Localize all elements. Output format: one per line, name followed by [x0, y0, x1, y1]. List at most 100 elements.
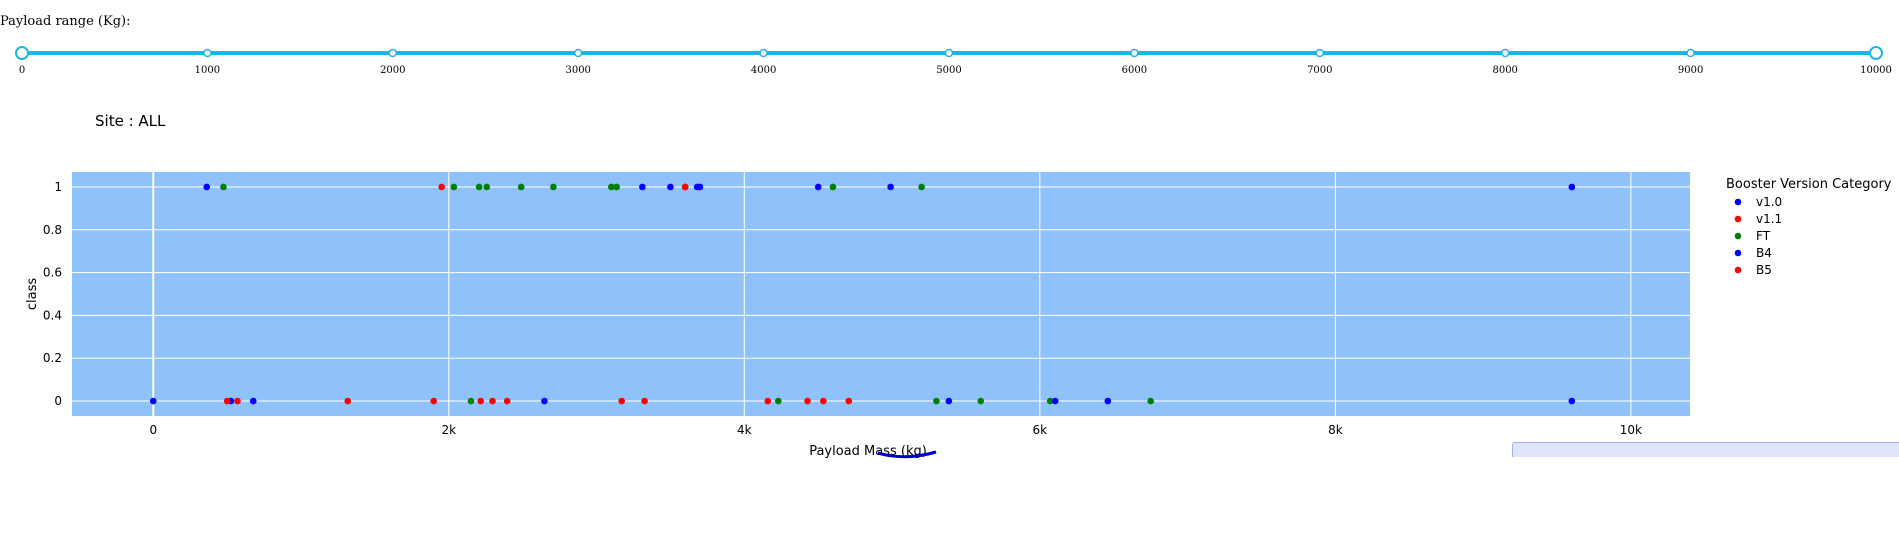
- x-tick-label: 6k: [1033, 423, 1048, 437]
- legend-item[interactable]: v1.1: [1734, 212, 1782, 226]
- data-point[interactable]: [541, 397, 548, 405]
- data-point[interactable]: [344, 397, 352, 405]
- slider-handle-max[interactable]: [1869, 46, 1883, 60]
- legend-label: v1.0: [1756, 195, 1782, 209]
- legend-label: B4: [1756, 246, 1772, 260]
- y-tick-label: 0.6: [43, 266, 62, 280]
- data-point[interactable]: [1147, 397, 1154, 405]
- y-tick-label: 0.2: [43, 351, 62, 365]
- data-point[interactable]: [667, 183, 674, 191]
- data-point[interactable]: [517, 183, 525, 191]
- slider-mark-dot[interactable]: [1130, 48, 1139, 58]
- data-point[interactable]: [608, 183, 615, 191]
- data-point[interactable]: [681, 183, 689, 191]
- data-point[interactable]: [489, 397, 496, 405]
- data-point[interactable]: [933, 397, 940, 405]
- series-v1-1: [223, 397, 853, 405]
- data-point[interactable]: [475, 183, 483, 191]
- x-tick-label: 0: [149, 423, 157, 437]
- data-point[interactable]: [1051, 397, 1059, 405]
- data-point[interactable]: [918, 183, 925, 191]
- legend-label: FT: [1756, 229, 1771, 243]
- plot-area: [72, 172, 1690, 416]
- data-point[interactable]: [1104, 397, 1112, 405]
- legend-marker: [1734, 232, 1742, 240]
- x-tick-label: 8k: [1328, 423, 1343, 437]
- data-point[interactable]: [234, 397, 241, 405]
- slider-mark-dot[interactable]: [944, 48, 954, 58]
- data-point[interactable]: [887, 183, 894, 191]
- data-point[interactable]: [804, 397, 811, 405]
- legend-item[interactable]: FT: [1734, 229, 1771, 243]
- slider-mark-dot[interactable]: [1315, 48, 1325, 58]
- data-point[interactable]: [696, 183, 704, 191]
- legend-item[interactable]: B4: [1734, 246, 1772, 260]
- data-point[interactable]: [220, 183, 227, 191]
- legend-marker: [1734, 266, 1742, 274]
- y-tick-label: 0.8: [43, 223, 62, 237]
- legend-marker: [1734, 215, 1742, 223]
- data-point[interactable]: [503, 397, 511, 405]
- data-point[interactable]: [814, 183, 822, 191]
- site-label: Site : ALL: [95, 112, 166, 130]
- slider-mark-label: 8000: [1492, 65, 1517, 76]
- data-point[interactable]: [977, 397, 985, 405]
- data-point[interactable]: [845, 397, 853, 405]
- slider-handle-min[interactable]: [15, 46, 29, 60]
- slider-mark-dot[interactable]: [388, 48, 398, 58]
- slider-mark-dot[interactable]: [1686, 48, 1695, 58]
- data-point[interactable]: [639, 183, 646, 191]
- legend-label: B5: [1756, 263, 1772, 277]
- x-tick-label: 2k: [441, 423, 456, 437]
- x-tick-label: 4k: [737, 423, 752, 437]
- series-b5: [438, 183, 689, 191]
- axis-title-underline: [877, 450, 937, 459]
- slider-mark-label: 6000: [1122, 65, 1147, 76]
- slider-mark-label: 2000: [380, 65, 405, 76]
- data-point[interactable]: [613, 183, 620, 191]
- y-tick-label: 0.4: [43, 308, 62, 322]
- x-tick-label: 10k: [1620, 423, 1642, 437]
- data-point[interactable]: [1568, 183, 1576, 191]
- data-point[interactable]: [829, 183, 837, 191]
- slider-mark-label: 1000: [195, 65, 220, 76]
- slider-mark-label: 3000: [565, 65, 590, 76]
- data-point[interactable]: [477, 397, 485, 405]
- data-point[interactable]: [945, 397, 953, 405]
- data-point[interactable]: [483, 183, 491, 191]
- payload-range-slider[interactable]: 0 1000 2000 3000 4000 5000 6000 7000 8000 9000 100…: [0, 38, 1899, 88]
- y-axis-title: class: [25, 278, 40, 310]
- slider-mark-dot[interactable]: [759, 48, 768, 58]
- data-point[interactable]: [618, 397, 625, 405]
- data-point[interactable]: [1046, 397, 1054, 405]
- data-point[interactable]: [223, 397, 231, 405]
- legend-item[interactable]: v1.0: [1734, 195, 1782, 209]
- y-tick-label: 0: [54, 394, 62, 408]
- data-point[interactable]: [764, 397, 772, 405]
- data-point[interactable]: [820, 397, 827, 405]
- data-point[interactable]: [467, 397, 475, 405]
- dropdown-box[interactable]: [1512, 442, 1899, 457]
- data-point[interactable]: [450, 183, 458, 191]
- data-point[interactable]: [775, 397, 782, 405]
- slider-mark-label: 7000: [1307, 65, 1332, 76]
- data-point[interactable]: [438, 183, 446, 191]
- y-tick-label: 1: [54, 180, 62, 194]
- data-point[interactable]: [250, 397, 257, 405]
- data-point[interactable]: [550, 183, 557, 191]
- data-point[interactable]: [1568, 397, 1576, 405]
- slider-mark-dot[interactable]: [1500, 48, 1510, 58]
- data-point[interactable]: [203, 183, 211, 191]
- legend-item[interactable]: B5: [1734, 263, 1772, 277]
- slider-mark-label: 5000: [936, 65, 961, 76]
- legend-marker: [1734, 249, 1742, 257]
- data-point[interactable]: [430, 397, 438, 405]
- series-ft: [220, 183, 1154, 405]
- legend-title: Booster Version Category: [1726, 177, 1892, 192]
- slider-mark-label: 4000: [751, 65, 776, 76]
- data-point[interactable]: [149, 397, 157, 405]
- data-point[interactable]: [641, 397, 648, 405]
- slider-mark-dot[interactable]: [203, 48, 212, 58]
- slider-mark-dot[interactable]: [573, 48, 583, 58]
